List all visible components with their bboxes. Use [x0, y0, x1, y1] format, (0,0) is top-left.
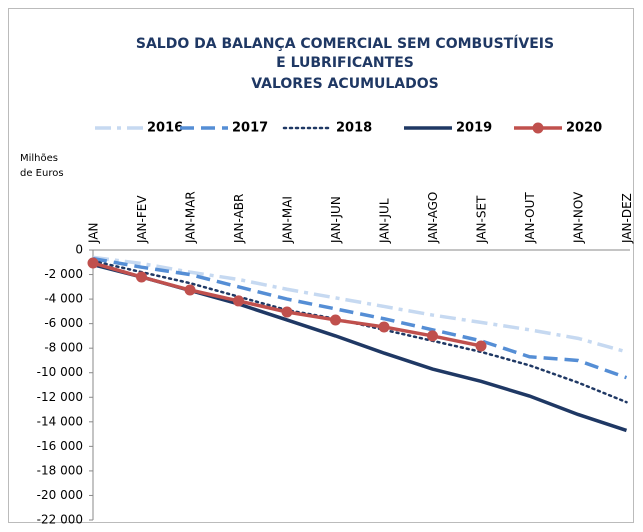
x-tick-label: JAN-JUN	[329, 196, 343, 244]
point	[475, 340, 487, 352]
point	[87, 257, 99, 269]
point	[233, 295, 244, 307]
point	[330, 314, 341, 326]
y-axis-label: Milhões	[20, 153, 58, 164]
x-tick-label: JAN-SET	[475, 195, 489, 244]
y-tick-label: -14 000	[37, 414, 83, 428]
x-tick-label: JAN-DEZ	[620, 193, 634, 244]
legend-label: 2017	[232, 121, 268, 136]
point	[136, 271, 147, 283]
y-tick-label: -12 000	[37, 390, 83, 404]
point	[184, 284, 196, 296]
series-line	[92, 255, 627, 354]
x-tick-label: JAN-ABR	[232, 194, 246, 244]
y-tick-label: -22 000	[37, 513, 83, 527]
legend-label: 2019	[456, 121, 492, 136]
y-tick-label: -16 000	[37, 439, 83, 453]
y-tick-label: -2 000	[44, 267, 83, 281]
legend-label: 2020	[566, 121, 602, 136]
chart-title: VALORES ACUMULADOS	[251, 76, 438, 92]
y-tick-label: -4 000	[44, 292, 83, 306]
x-tick-label: JAN-NOV	[572, 191, 586, 244]
y-axis-label: de Euros	[20, 168, 64, 179]
x-tick-label: JAN-AGO	[426, 192, 440, 244]
x-tick-label: JAN-FEV	[135, 195, 149, 244]
legend-label: 2016	[147, 121, 183, 136]
y-tick-label: 0	[75, 243, 83, 257]
y-tick-label: -8 000	[44, 341, 83, 355]
y-tick-label: -18 000	[37, 463, 83, 477]
x-tick-label: JAN	[87, 222, 101, 244]
point	[378, 321, 390, 333]
y-tick-label: -6 000	[44, 316, 83, 330]
chart-title: SALDO DA BALANÇA COMERCIAL SEM COMBUSTÍV…	[136, 35, 554, 52]
legend-marker	[532, 122, 544, 134]
chart-title: E LUBRIFICANTES	[276, 55, 414, 71]
y-tick-label: -10 000	[37, 365, 83, 379]
series-line	[92, 256, 628, 380]
x-tick-label: JAN-MAI	[281, 196, 295, 244]
series-line	[91, 259, 628, 404]
x-tick-label: JAN-JUL	[378, 198, 392, 244]
y-tick-label: -20 000	[37, 488, 83, 502]
point	[281, 306, 293, 318]
x-tick-label: JAN-OUT	[523, 192, 537, 244]
legend-label: 2018	[336, 121, 372, 136]
point	[427, 330, 438, 342]
x-tick-label: JAN-MAR	[184, 191, 198, 244]
